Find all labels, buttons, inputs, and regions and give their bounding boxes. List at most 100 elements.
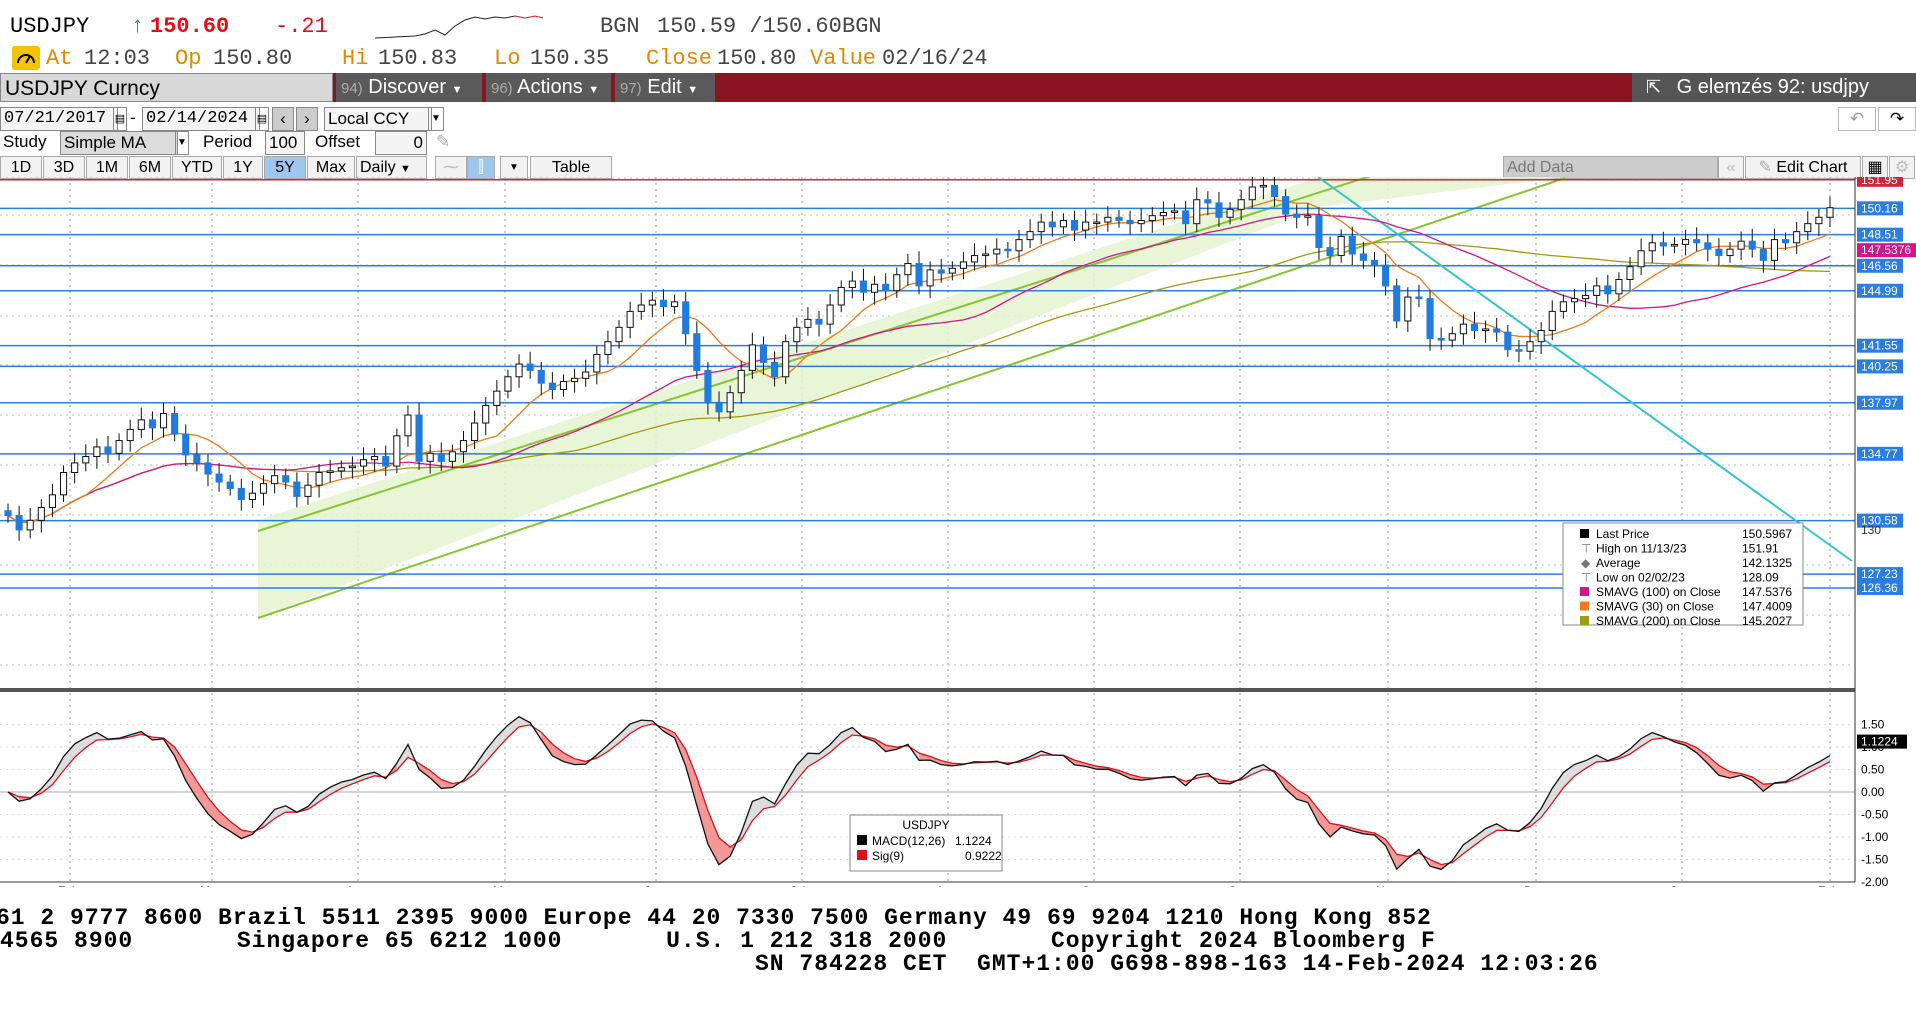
redo-icon[interactable]: ↷ <box>1878 107 1916 131</box>
gear-icon[interactable]: ⚙ <box>1889 156 1915 179</box>
candle-body <box>1737 240 1745 250</box>
offset-field[interactable]: 0 <box>375 131 427 155</box>
security-field[interactable]: USDJPY Curncy <box>0 73 333 102</box>
chevron-down-icon[interactable]: ▼ <box>500 156 528 179</box>
frequency-select[interactable]: Daily ▼ <box>356 156 427 179</box>
legend-label: SMAVG (200) on Close <box>1596 614 1721 628</box>
price-label: 146.56 <box>1861 259 1898 273</box>
macd-value: 1.1224 <box>955 834 992 848</box>
calendar-icon[interactable]: ▤ <box>255 107 269 131</box>
candle-body <box>871 283 879 293</box>
popout-icon[interactable]: ⇱ <box>1646 77 1662 97</box>
macd-fill <box>1563 764 1575 788</box>
line-chart-icon[interactable]: ⁓ <box>435 156 467 179</box>
price-chart[interactable]: FebMarAprMayJunJulAugSepOctNovDecJanFeb2… <box>0 177 1916 887</box>
table-button[interactable]: Table <box>530 156 612 179</box>
macd-fill <box>1352 828 1364 834</box>
prev-period-button[interactable]: ‹ <box>272 107 294 131</box>
candle-body <box>1415 296 1423 300</box>
price-label: 151.95 <box>1861 177 1898 187</box>
price-label-bg <box>1857 395 1903 410</box>
period-field[interactable]: 100 <box>265 131 305 155</box>
range-ytd[interactable]: YTD <box>172 156 222 179</box>
candle-body <box>615 326 623 343</box>
macd-fill <box>685 749 697 806</box>
candle-body <box>393 435 401 467</box>
range-1y[interactable]: 1Y <box>223 156 263 179</box>
chevron-down-icon[interactable]: ▼ <box>428 107 444 131</box>
channel-lower-line <box>257 177 1566 619</box>
edit-label: Edit <box>647 76 682 98</box>
macd-fill <box>363 772 375 780</box>
candle-body <box>1137 219 1145 225</box>
candlesticks <box>4 177 1834 541</box>
candle-body <box>1348 235 1356 255</box>
candle-body <box>804 318 812 328</box>
start-date-field[interactable]: 07/21/2017 <box>0 107 118 131</box>
range-1m[interactable]: 1M <box>86 156 128 179</box>
candle-body <box>1326 247 1334 257</box>
candle-body <box>171 412 179 435</box>
bar-chart-icon[interactable]: ⫿ <box>467 156 495 179</box>
candle-body <box>559 381 568 391</box>
candle-body <box>1826 207 1834 218</box>
quote-detail-row: At 12:03 Op 150.80 Hi 150.83 Lo 150.35 C… <box>0 42 1916 72</box>
gauge-icon[interactable] <box>12 46 40 70</box>
study-label: Study <box>3 132 47 151</box>
candle-body <box>482 404 490 424</box>
undo-icon[interactable]: ↶ <box>1838 107 1876 131</box>
candle-body <box>126 428 134 442</box>
edit-chart-button[interactable]: ✎ Edit Chart <box>1745 156 1861 179</box>
candle-body <box>1815 216 1823 225</box>
candle-body <box>1637 250 1645 268</box>
macd-panel <box>0 715 1855 883</box>
candle-body <box>682 301 690 335</box>
chevron-down-icon[interactable]: ▼ <box>175 131 189 155</box>
legend-value: 150.5967 <box>1742 527 1792 541</box>
macd-fill <box>919 753 931 761</box>
candle-body <box>1559 301 1567 312</box>
window-title-box[interactable]: ⇱ G elemzés 92: usdjpy <box>1632 73 1916 102</box>
up-arrow-icon: ↑ <box>131 14 145 39</box>
calendar-icon[interactable]: ▤ <box>113 107 127 131</box>
candle-body <box>1404 296 1412 322</box>
start-date: 07/21/2017 <box>4 109 107 128</box>
macd-fill <box>1385 839 1397 870</box>
price-label-bg <box>1857 338 1903 353</box>
macd-fill <box>41 776 53 794</box>
study-select[interactable]: Simple MA <box>60 131 178 155</box>
macd-fill <box>63 743 75 771</box>
end-date-field[interactable]: 02/14/2024 <box>142 107 260 131</box>
macd-fill <box>607 734 619 752</box>
price-label: 130 <box>1861 523 1881 537</box>
macd-fill <box>1585 755 1597 769</box>
last-price: 150.60 <box>150 14 230 39</box>
pencil-icon[interactable]: ✎ <box>436 132 451 151</box>
candle-body <box>1704 242 1712 250</box>
discover-button[interactable]: 94) Discover ▼ <box>336 73 482 102</box>
next-period-button[interactable]: › <box>296 107 318 131</box>
range-6m[interactable]: 6M <box>129 156 171 179</box>
edit-chart-label: Edit Chart <box>1776 159 1848 176</box>
actions-button[interactable]: 96) Actions ▼ <box>486 73 611 102</box>
add-data-field[interactable]: Add Data <box>1503 156 1718 179</box>
range-5y[interactable]: 5Y <box>264 156 306 179</box>
range-3d[interactable]: 3D <box>43 156 85 179</box>
price-label: 134.77 <box>1861 447 1898 461</box>
candle-body <box>459 440 468 453</box>
ask-source: BGN <box>842 14 882 39</box>
frequency-value: Daily <box>360 159 396 176</box>
candle-body <box>704 369 712 403</box>
range-max[interactable]: Max <box>307 156 355 179</box>
macd-fill <box>619 724 631 743</box>
month-label: Dec <box>1524 884 1545 887</box>
currency-select[interactable]: Local CCY <box>324 107 432 131</box>
collapse-icon[interactable]: « <box>1718 156 1744 179</box>
price-label-bg <box>1857 567 1903 582</box>
macd-fill <box>1252 764 1264 775</box>
candle-body <box>1259 184 1267 188</box>
chart-settings-icon[interactable]: ▦ <box>1862 156 1888 179</box>
macd-fill <box>763 797 775 809</box>
edit-button[interactable]: 97) Edit ▼ <box>615 73 715 102</box>
range-1d[interactable]: 1D <box>0 156 42 179</box>
